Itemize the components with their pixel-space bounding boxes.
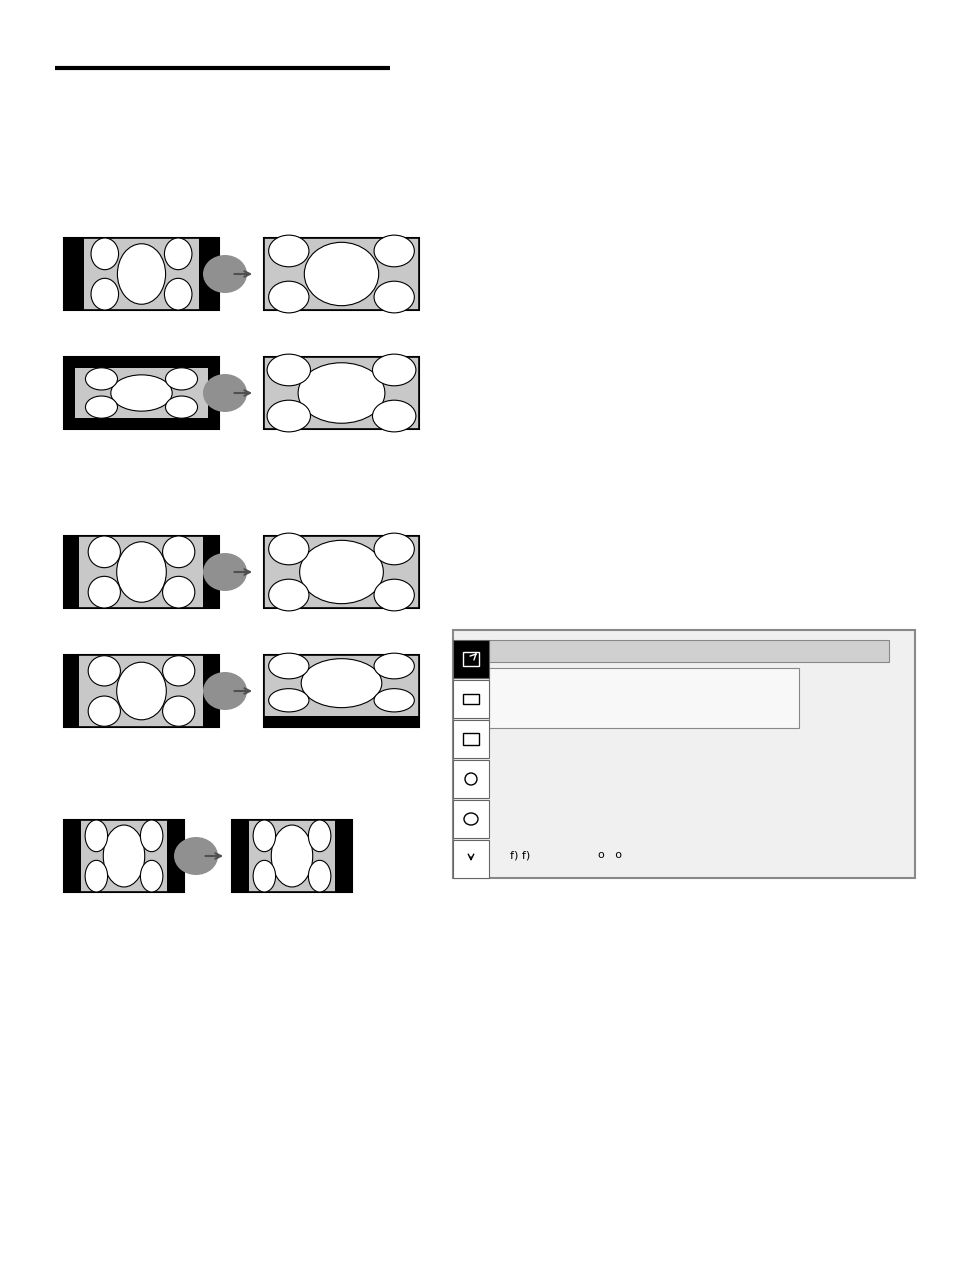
Bar <box>232 820 352 892</box>
Ellipse shape <box>91 238 118 270</box>
Ellipse shape <box>140 860 163 892</box>
Bar <box>264 655 418 727</box>
Ellipse shape <box>308 820 331 852</box>
Ellipse shape <box>374 282 414 313</box>
Bar <box>64 357 219 429</box>
Ellipse shape <box>86 396 117 418</box>
Ellipse shape <box>269 580 309 610</box>
Ellipse shape <box>267 400 310 432</box>
Bar <box>453 800 489 838</box>
Bar <box>264 357 418 429</box>
Ellipse shape <box>304 242 378 306</box>
Bar <box>489 640 888 662</box>
Bar <box>462 652 478 666</box>
Ellipse shape <box>88 576 120 608</box>
Bar <box>462 733 478 745</box>
Ellipse shape <box>301 659 381 707</box>
Ellipse shape <box>374 654 414 679</box>
Bar <box>64 655 219 727</box>
Ellipse shape <box>269 689 309 712</box>
Bar <box>264 536 418 608</box>
Ellipse shape <box>103 826 145 887</box>
Text: o   o: o o <box>598 850 621 860</box>
Bar <box>64 820 184 892</box>
Ellipse shape <box>372 400 416 432</box>
Ellipse shape <box>162 696 194 726</box>
Ellipse shape <box>162 656 194 685</box>
Ellipse shape <box>85 860 108 892</box>
Ellipse shape <box>162 576 194 608</box>
Bar <box>453 720 489 758</box>
Ellipse shape <box>111 375 172 412</box>
Bar <box>264 655 418 716</box>
Bar <box>453 680 489 719</box>
Ellipse shape <box>140 820 163 852</box>
Ellipse shape <box>88 656 120 685</box>
Bar <box>453 761 489 798</box>
Bar <box>64 536 219 608</box>
Ellipse shape <box>86 368 117 390</box>
Bar <box>264 238 418 310</box>
Ellipse shape <box>85 820 108 852</box>
Bar <box>264 357 418 429</box>
Bar <box>64 357 219 429</box>
Bar <box>79 655 203 727</box>
Ellipse shape <box>269 282 309 313</box>
Ellipse shape <box>374 236 414 266</box>
Ellipse shape <box>269 654 309 679</box>
Ellipse shape <box>253 860 275 892</box>
Bar <box>264 536 418 608</box>
Ellipse shape <box>299 540 383 604</box>
Ellipse shape <box>165 368 197 390</box>
Ellipse shape <box>173 837 218 875</box>
Ellipse shape <box>269 533 309 564</box>
Bar <box>64 820 184 892</box>
Bar <box>453 640 489 678</box>
Bar <box>74 368 208 418</box>
Ellipse shape <box>269 236 309 266</box>
Bar <box>249 820 335 892</box>
Bar <box>489 668 799 727</box>
Bar <box>462 694 478 705</box>
Bar <box>64 238 219 310</box>
Ellipse shape <box>271 826 313 887</box>
Bar <box>264 238 418 310</box>
Ellipse shape <box>203 255 247 293</box>
Text: f) f): f) f) <box>509 850 530 860</box>
Bar <box>79 536 203 608</box>
Bar <box>81 820 167 892</box>
Ellipse shape <box>91 278 118 310</box>
Bar <box>64 655 219 727</box>
Bar <box>64 536 219 608</box>
Ellipse shape <box>116 541 166 603</box>
Bar <box>264 357 418 429</box>
Bar <box>264 536 418 608</box>
Ellipse shape <box>165 396 197 418</box>
Bar <box>264 238 418 310</box>
Ellipse shape <box>374 580 414 610</box>
Ellipse shape <box>267 354 310 386</box>
Ellipse shape <box>253 820 275 852</box>
Ellipse shape <box>374 533 414 564</box>
Ellipse shape <box>88 696 120 726</box>
Ellipse shape <box>203 671 247 710</box>
Ellipse shape <box>164 278 192 310</box>
Bar <box>64 238 219 310</box>
Ellipse shape <box>372 354 416 386</box>
Bar <box>84 238 198 310</box>
Ellipse shape <box>308 860 331 892</box>
Ellipse shape <box>297 363 384 423</box>
Bar <box>453 840 489 878</box>
Ellipse shape <box>88 536 120 568</box>
Bar <box>232 820 352 892</box>
Ellipse shape <box>164 238 192 270</box>
Bar <box>264 655 418 727</box>
Ellipse shape <box>117 243 166 304</box>
Bar <box>453 631 914 878</box>
Ellipse shape <box>116 662 166 720</box>
Ellipse shape <box>203 553 247 591</box>
Ellipse shape <box>162 536 194 568</box>
Ellipse shape <box>374 689 414 712</box>
Ellipse shape <box>203 375 247 412</box>
